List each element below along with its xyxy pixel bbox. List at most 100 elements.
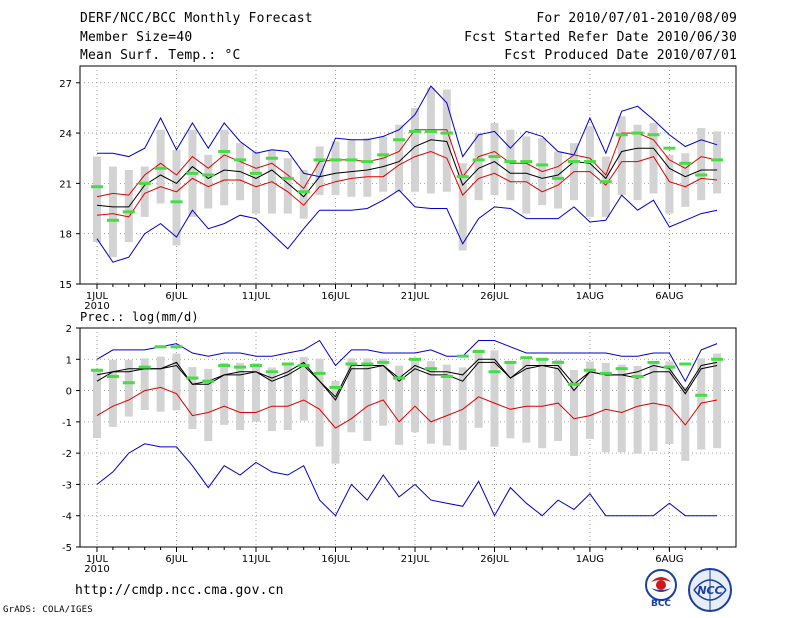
ensemble-mark [647,133,660,137]
range-box [379,136,388,192]
range-box [108,359,117,427]
x-tick-label: 1JUL [86,554,109,565]
range-box [633,366,642,454]
ensemble-mark [138,365,151,369]
ensemble-mark [186,376,199,380]
ensemble-mark [361,362,374,366]
ensemble-mark [265,156,278,160]
range-box [681,153,690,207]
ensemble-mark [583,368,596,372]
ensemble-mark [552,176,565,180]
x-tick-label: 6JUL [165,554,188,565]
y-tick-label: -4 [62,512,72,523]
ensemble-mark [409,129,421,133]
ensemble-mark [520,160,533,164]
ensemble-mark [202,173,215,177]
range-box [93,369,101,438]
range-box [713,131,722,194]
range-box [649,361,658,451]
x-tick-label: 26JUL [480,554,509,565]
range-box [363,138,372,197]
range-box [331,381,340,464]
range-box [426,361,435,444]
ensemble-mark [329,158,342,162]
series-max-line [97,85,718,178]
ensemble-mark [234,365,247,369]
range-box [140,166,149,217]
range-box [124,359,133,417]
x-tick-label: 16JUL [321,291,350,302]
x-tick-label: 26JUL [480,291,509,302]
range-box [554,360,563,441]
ensemble-mark [234,158,247,162]
y-tick-label: 0 [66,387,72,398]
ensemble-mark [504,360,517,364]
range-box [220,129,229,206]
ensemble-mark [424,129,437,133]
ensemble-mark [599,180,612,184]
x-tick-label: 1AUG [576,554,604,565]
ensemble-mark [536,163,549,167]
ensemble-mark [202,379,215,383]
range-box [267,367,276,432]
ensemble-mark [631,131,644,135]
range-box [633,124,642,201]
y-tick-label: 1 [66,355,72,366]
range-box [474,350,483,428]
range-box [585,361,594,439]
x-year-label: 2010 [84,564,109,575]
ensemble-mark [472,158,485,162]
series-min-line [96,189,718,263]
range-box [299,356,308,421]
ensemble-mark [297,364,310,368]
range-box [188,367,197,430]
ensemble-mark [218,150,231,154]
ensemble-mark [440,374,453,378]
ensemble-mark [393,138,406,142]
range-box [220,362,229,425]
ensemble-mark [711,357,724,361]
ensemble-mark [488,155,501,159]
y-tick-label: -3 [62,480,72,491]
range-box [283,158,292,214]
ncc-logo: NCC [688,568,732,612]
range-box [172,353,181,411]
x-tick-label: 6AUG [655,291,683,302]
range-box [204,154,213,209]
y-tick-label: -1 [62,418,72,429]
range-box [681,386,690,461]
forecast-produced-label: Fcst Produced Date 2010/07/01 [504,48,737,63]
range-box [395,124,404,192]
x-tick-label: 11JUL [242,291,271,302]
range-box [156,356,165,412]
ensemble-mark [615,367,628,371]
range-box [601,156,610,217]
ensemble-mark [679,362,692,366]
range-box [252,363,260,422]
range-box [713,353,722,449]
ensemble-mark [106,218,119,222]
x-tick-label: 6JUL [165,291,188,302]
ensemble-mark [568,382,580,386]
range-box [156,129,165,204]
range-box [331,141,340,196]
range-box [299,169,308,219]
range-box [315,146,324,196]
range-box [697,128,706,201]
ensemble-mark [138,181,151,185]
ensemble-mark [377,153,390,157]
x-tick-label: 11JUL [242,554,271,565]
ensemble-mark [250,364,262,368]
range-box [570,369,578,456]
range-box [379,358,388,426]
range-box [283,362,292,430]
range-box [411,360,419,433]
ensemble-mark [424,367,437,371]
ensemble-mark [345,158,358,162]
x-tick-label: 21JUL [401,554,430,565]
ensemble-mark [313,371,326,375]
range-box [347,139,356,197]
ensemble-mark [393,376,406,380]
